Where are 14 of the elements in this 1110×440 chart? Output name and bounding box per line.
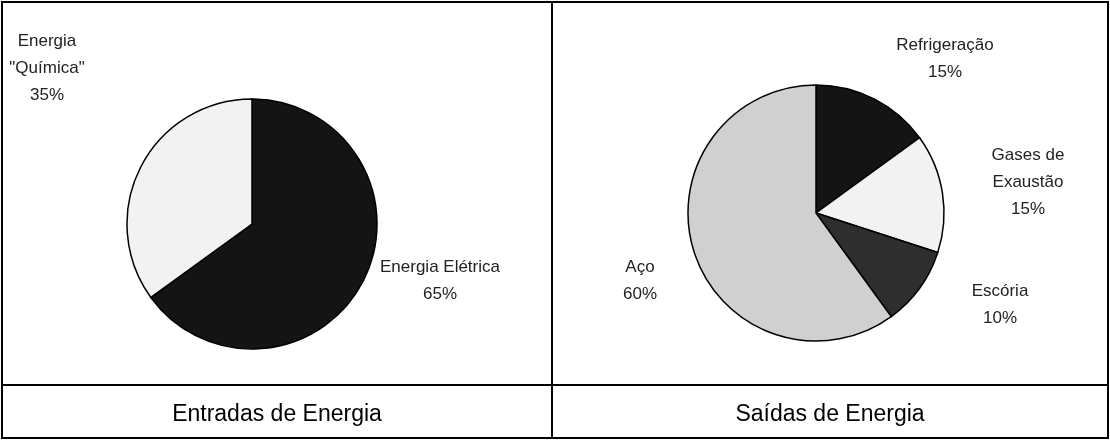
data-label: 15% (927, 62, 963, 81)
data-label: 15% (1010, 199, 1046, 218)
slice-label: Aço (625, 257, 655, 276)
slice-label: Energia "Química" (9, 31, 85, 77)
slice-label: Gases de Exaustão (991, 145, 1065, 191)
data-label: 10% (982, 308, 1018, 327)
data-label: 60% (622, 284, 658, 303)
data-label: 65% (422, 284, 458, 303)
text: Saídas de Energia (735, 400, 925, 426)
slice-label: Refrigeração (896, 35, 994, 54)
slice-label: Escória (971, 281, 1029, 300)
slice-label: Energia Elétrica (379, 257, 501, 276)
data-label: 35% (29, 85, 65, 104)
text: Entradas de Energia (172, 400, 383, 426)
